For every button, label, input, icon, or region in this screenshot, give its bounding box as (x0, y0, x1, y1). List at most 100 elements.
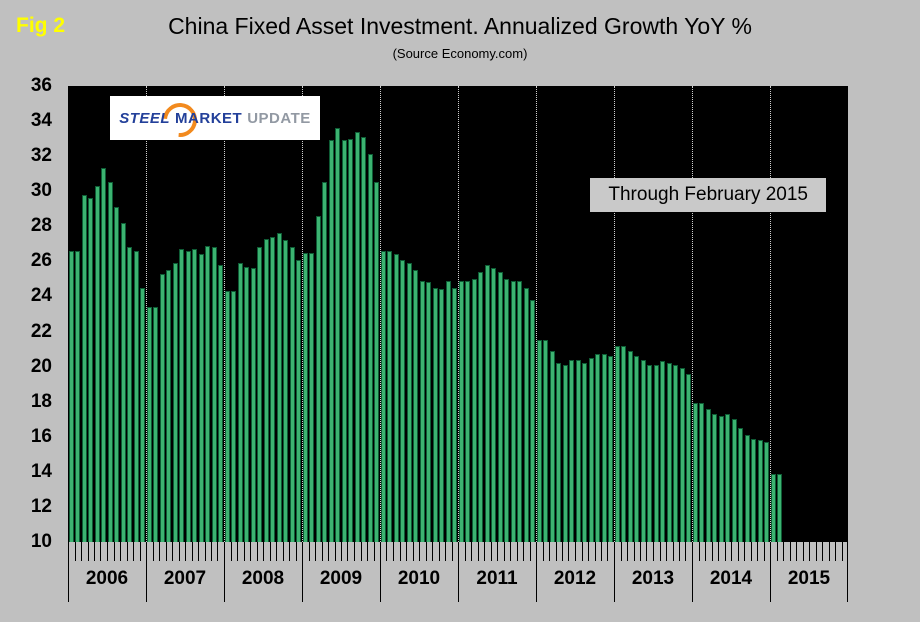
bar (120, 222, 126, 542)
bar (575, 359, 581, 542)
bar (543, 340, 549, 542)
month-tick (172, 542, 173, 561)
month-tick (87, 542, 89, 561)
steel-market-update-logo: STEEL MARKET UPDATE (110, 95, 320, 144)
bar (166, 270, 172, 542)
month-tick (464, 542, 466, 561)
bar (777, 473, 783, 542)
month-tick (211, 542, 212, 561)
month-tick (477, 542, 479, 561)
year-boundary-tick (380, 542, 381, 602)
bar (276, 233, 282, 542)
month-tick (386, 542, 388, 561)
month-tick (399, 542, 401, 561)
year-gridline (614, 86, 615, 542)
bar (588, 357, 594, 542)
bar (133, 250, 139, 542)
bar (497, 271, 503, 542)
through-date-annotation: Through February 2015 (590, 178, 826, 212)
x-year-label: 2009 (319, 568, 363, 589)
month-tick (594, 542, 596, 561)
bar (471, 278, 477, 542)
month-tick (653, 542, 654, 561)
month-tick (815, 542, 817, 561)
bar (504, 278, 510, 542)
bar (198, 254, 204, 542)
month-tick (562, 542, 563, 561)
month-tick (575, 542, 576, 561)
bar (419, 280, 425, 542)
bar (107, 182, 113, 542)
month-tick (646, 542, 648, 561)
month-tick (126, 542, 128, 561)
month-tick (497, 542, 498, 561)
bar (348, 138, 354, 542)
month-tick (373, 542, 375, 561)
bar (315, 215, 321, 542)
bar (302, 252, 308, 542)
bar (380, 250, 386, 542)
year-boundary-tick (146, 542, 147, 602)
bar (218, 264, 224, 542)
month-tick (451, 542, 453, 561)
month-tick (276, 542, 277, 561)
month-tick (542, 542, 544, 561)
bar (731, 419, 737, 542)
month-tick (308, 542, 310, 561)
year-boundary-tick (770, 542, 771, 602)
month-tick (640, 542, 641, 561)
bar (523, 287, 529, 542)
month-tick (406, 542, 407, 561)
bar (452, 287, 458, 542)
month-tick (601, 542, 602, 561)
year-gridline (224, 86, 225, 542)
month-tick (419, 542, 420, 561)
month-tick (250, 542, 251, 561)
bar (328, 140, 334, 542)
bar (439, 289, 445, 542)
bar (231, 291, 237, 542)
month-tick (796, 542, 797, 561)
month-tick (120, 542, 121, 561)
bar (699, 403, 705, 542)
bar (549, 350, 555, 542)
bar (432, 287, 438, 542)
month-tick (217, 542, 219, 561)
bar (751, 438, 757, 542)
month-tick (315, 542, 316, 561)
bar (562, 364, 568, 542)
bar (582, 363, 588, 542)
bar (250, 268, 256, 542)
bar (530, 299, 536, 542)
month-tick (789, 542, 791, 561)
bar (393, 254, 399, 542)
month-tick (698, 542, 700, 561)
month-tick (185, 542, 186, 561)
month-tick (672, 542, 674, 561)
year-gridline (146, 86, 147, 542)
month-tick (269, 542, 271, 561)
bar (81, 194, 87, 542)
bar (614, 345, 620, 542)
y-tick-label: 32 (30, 145, 52, 167)
month-tick (737, 542, 739, 561)
year-gridline (458, 86, 459, 542)
bar (640, 359, 646, 542)
bar (660, 361, 666, 542)
bar (146, 307, 152, 542)
month-tick (776, 542, 778, 561)
year-boundary-tick (692, 542, 693, 602)
month-tick (243, 542, 245, 561)
month-tick (523, 542, 524, 561)
year-boundary-tick (614, 542, 615, 602)
month-tick (659, 542, 661, 561)
bar (257, 247, 263, 542)
bar (289, 247, 295, 542)
month-tick (354, 542, 355, 561)
y-axis: 10 12 14 16 18 20 22 24 26 28 30 32 34 36 (0, 75, 62, 552)
bar (361, 136, 367, 542)
bar (426, 282, 432, 542)
bar (465, 280, 471, 542)
month-tick (107, 542, 108, 561)
bar (367, 154, 373, 542)
